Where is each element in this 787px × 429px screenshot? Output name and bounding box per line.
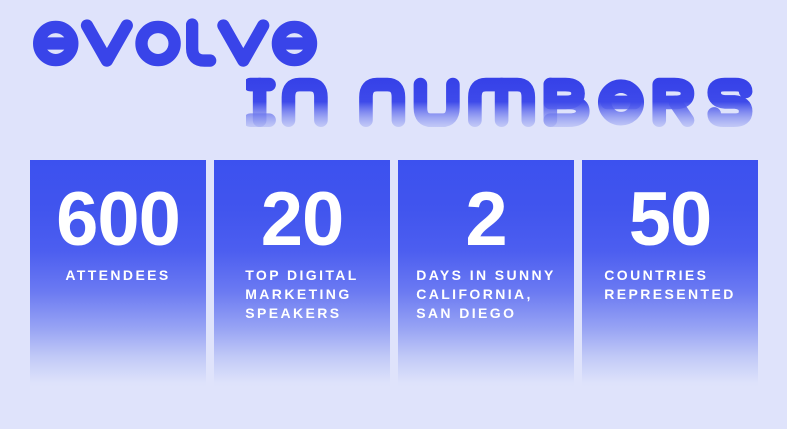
stat-card: 50 COUNTRIES REPRESENTED <box>582 160 758 387</box>
stat-value: 50 <box>628 177 713 262</box>
stat-value: 2 <box>465 177 507 262</box>
brand-text: evolve <box>0 0 1 1</box>
stat-label: ATTENDEES <box>65 267 171 283</box>
stat-label: DAYS IN SUNNY CALIFORNIA, SAN DIEGO <box>416 267 556 321</box>
stat-label-wrap: ATTENDEES <box>30 266 206 285</box>
in-numbers-title <box>246 77 753 128</box>
evolve-logo <box>33 18 318 67</box>
stat-label-wrap: TOP DIGITAL MARKETING SPEAKERS <box>214 266 390 323</box>
stat-label-wrap: COUNTRIES REPRESENTED <box>582 266 758 304</box>
subtitle-text: IN NUMBERS <box>0 0 1 1</box>
stat-value: 600 <box>56 177 181 262</box>
stat-label: TOP DIGITAL MARKETING SPEAKERS <box>245 267 359 321</box>
stat-card: 600 ATTENDEES <box>30 160 206 387</box>
stat-card: 20 TOP DIGITAL MARKETING SPEAKERS <box>214 160 390 387</box>
stat-card: 2 DAYS IN SUNNY CALIFORNIA, SAN DIEGO <box>398 160 574 387</box>
stat-value: 20 <box>260 177 345 262</box>
stats-row: 600 ATTENDEES 20 TOP DIGITAL MARKETING S… <box>30 160 758 387</box>
stat-label-wrap: DAYS IN SUNNY CALIFORNIA, SAN DIEGO <box>398 266 574 323</box>
stat-label: COUNTRIES REPRESENTED <box>604 267 736 302</box>
